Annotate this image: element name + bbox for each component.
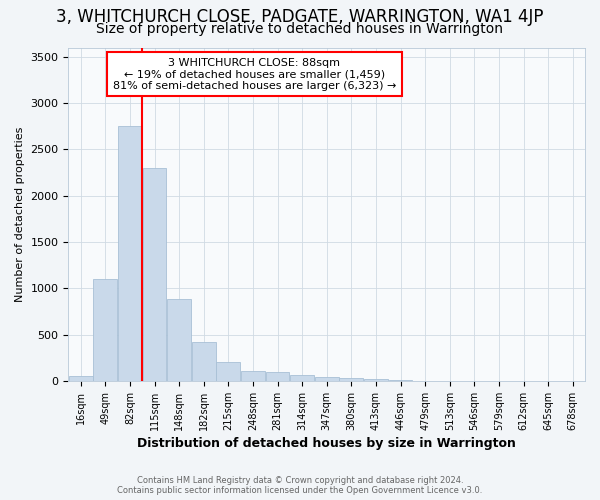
Bar: [192, 342, 215, 381]
Text: 3, WHITCHURCH CLOSE, PADGATE, WARRINGTON, WA1 4JP: 3, WHITCHURCH CLOSE, PADGATE, WARRINGTON…: [56, 8, 544, 26]
Bar: [364, 379, 388, 381]
Bar: [94, 279, 117, 381]
Bar: [290, 376, 314, 381]
Bar: [241, 371, 265, 381]
X-axis label: Distribution of detached houses by size in Warrington: Distribution of detached houses by size …: [137, 437, 516, 450]
Bar: [266, 372, 289, 381]
Bar: [118, 126, 142, 381]
Bar: [389, 380, 412, 381]
Bar: [340, 378, 363, 381]
Bar: [143, 168, 166, 381]
Bar: [69, 376, 92, 381]
Text: Contains HM Land Registry data © Crown copyright and database right 2024.
Contai: Contains HM Land Registry data © Crown c…: [118, 476, 482, 495]
Bar: [167, 300, 191, 381]
Y-axis label: Number of detached properties: Number of detached properties: [15, 126, 25, 302]
Bar: [217, 362, 240, 381]
Bar: [315, 378, 338, 381]
Text: 3 WHITCHURCH CLOSE: 88sqm
← 19% of detached houses are smaller (1,459)
81% of se: 3 WHITCHURCH CLOSE: 88sqm ← 19% of detac…: [113, 58, 396, 90]
Text: Size of property relative to detached houses in Warrington: Size of property relative to detached ho…: [97, 22, 503, 36]
